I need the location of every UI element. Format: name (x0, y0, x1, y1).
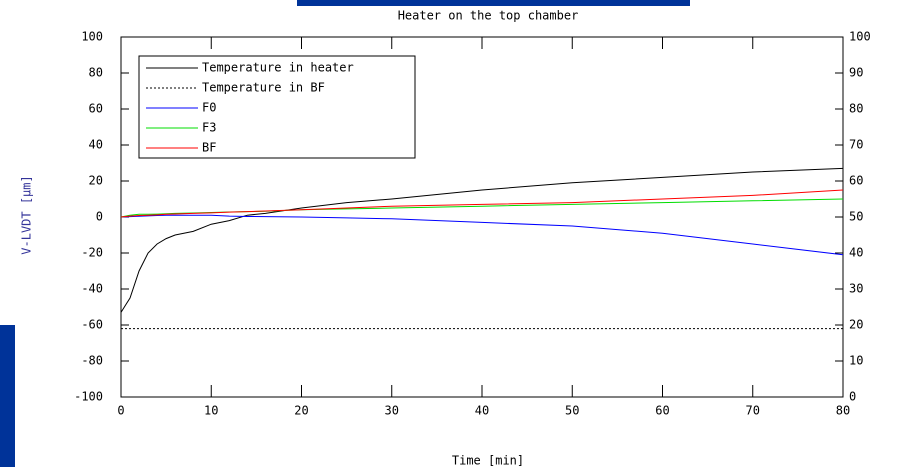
y2-tick-label: 10 (849, 354, 863, 368)
series-line (120, 189, 844, 218)
y2-tick-label: 50 (849, 210, 863, 224)
x-tick-label: 60 (655, 404, 669, 418)
y-tick-label: -40 (81, 282, 103, 296)
x-tick-label: 80 (836, 404, 850, 418)
legend-label: F3 (202, 121, 216, 135)
x-axis-label: Time [min] (452, 454, 524, 467)
y-tick-label: -80 (81, 354, 103, 368)
chart-title: Heater on the top chamber (398, 9, 579, 23)
y2-tick-label: 20 (849, 318, 863, 332)
y2-tick-label: 90 (849, 66, 863, 80)
x-tick-label: 50 (565, 404, 579, 418)
x-tick-label: 40 (475, 404, 489, 418)
y-tick-label: 40 (89, 138, 103, 152)
y-tick-label: 100 (81, 30, 103, 44)
y-tick-label: -100 (74, 390, 103, 404)
x-tick-label: 20 (294, 404, 308, 418)
y2-tick-label: 70 (849, 138, 863, 152)
header-bar (297, 0, 690, 6)
x-tick-label: 70 (746, 404, 760, 418)
legend-label: F0 (202, 101, 216, 115)
y-tick-label: 80 (89, 66, 103, 80)
series-line (120, 167, 844, 313)
y-axis-label: V-LVDT [µm] (20, 175, 34, 254)
y2-tick-label: 0 (849, 390, 856, 404)
y2-tick-label: 80 (849, 102, 863, 116)
y2-tick-label: 30 (849, 282, 863, 296)
y-tick-label: 20 (89, 174, 103, 188)
series-line (120, 214, 844, 256)
x-tick-label: 0 (117, 404, 124, 418)
y-tick-label: 0 (96, 210, 103, 224)
legend-label: Temperature in BF (202, 81, 325, 95)
legend-label: Temperature in heater (202, 61, 354, 75)
legend-label: BF (202, 141, 216, 155)
series-line (120, 198, 844, 218)
y-tick-label: -60 (81, 318, 103, 332)
y2-tick-label: 60 (849, 174, 863, 188)
y2-tick-label: 40 (849, 246, 863, 260)
side-bar (0, 325, 15, 467)
y-tick-label: -20 (81, 246, 103, 260)
legend-box (138, 55, 416, 159)
y2-tick-label: 100 (849, 30, 871, 44)
y-tick-label: 60 (89, 102, 103, 116)
x-tick-label: 10 (204, 404, 218, 418)
x-tick-label: 30 (385, 404, 399, 418)
